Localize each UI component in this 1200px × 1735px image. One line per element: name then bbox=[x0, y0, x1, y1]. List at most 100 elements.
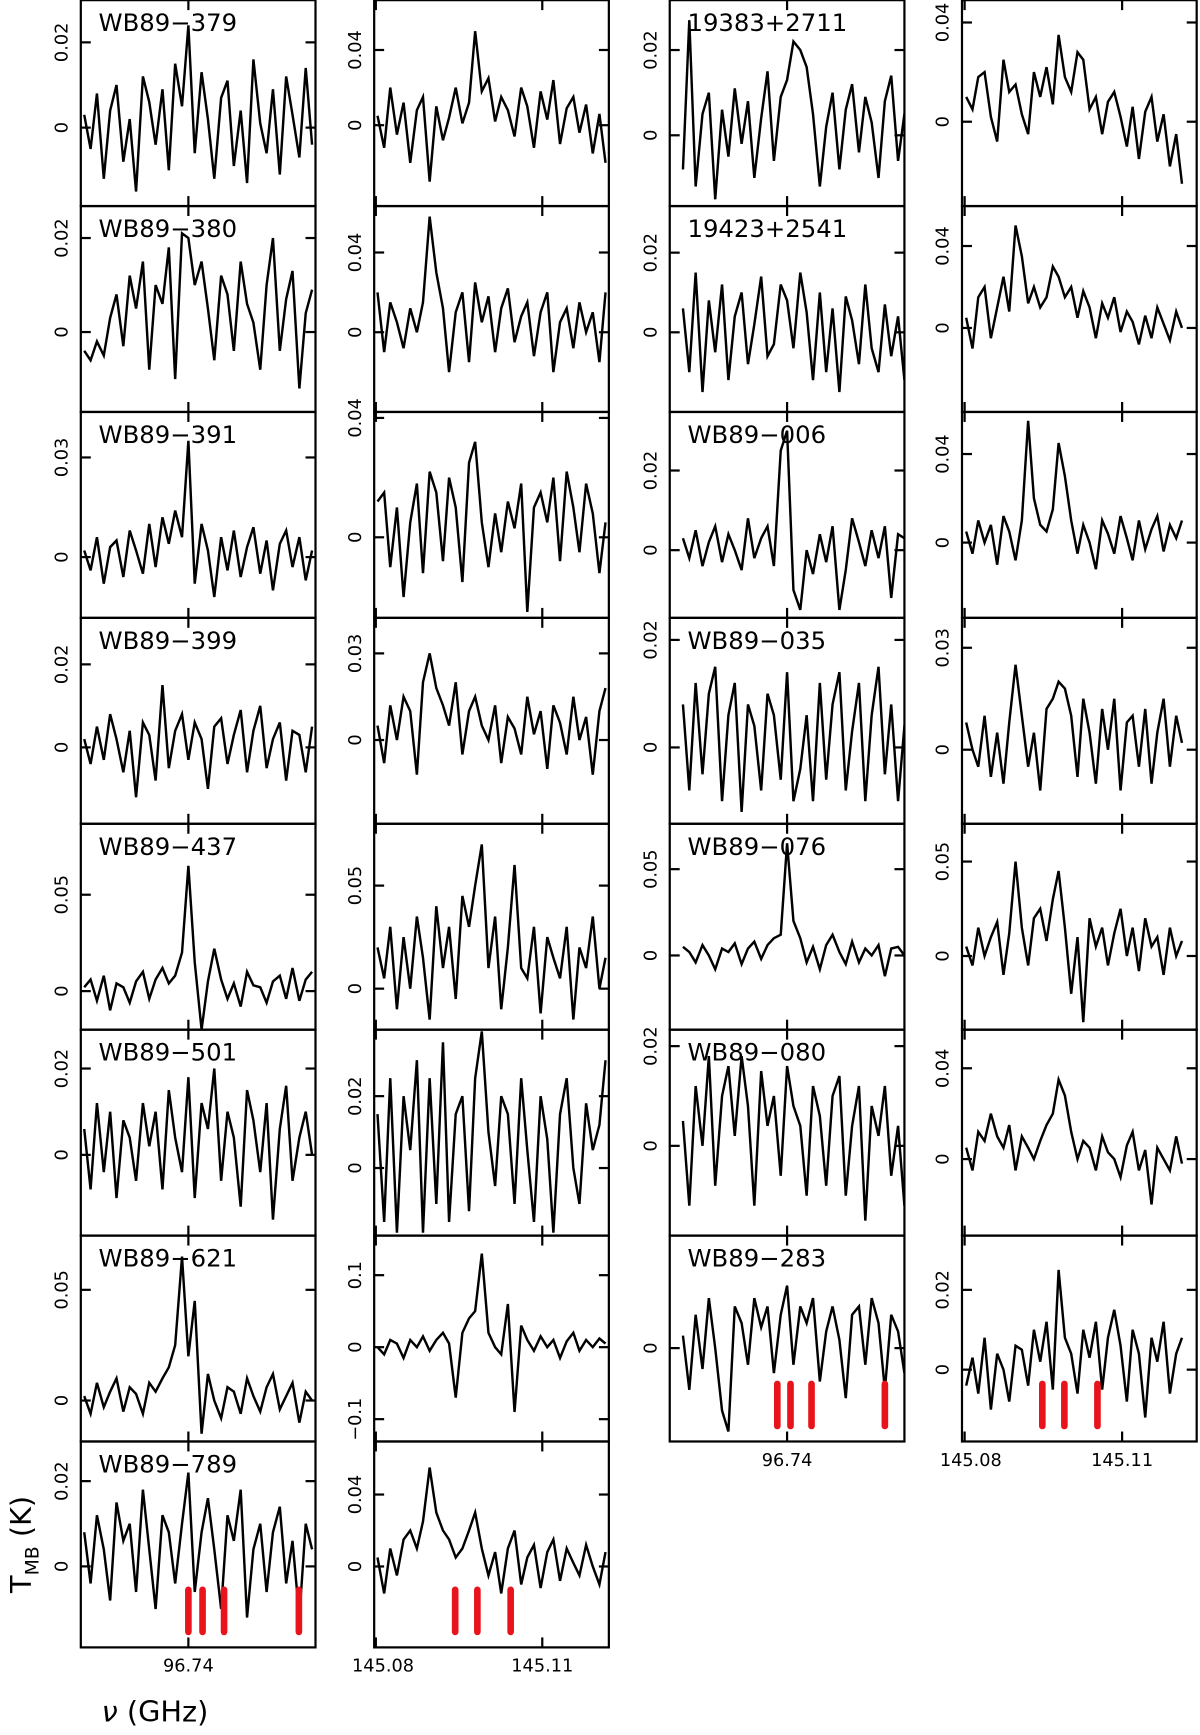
panel-title: WB89−035 bbox=[687, 626, 826, 655]
panel-frame bbox=[79, 1440, 317, 1649]
panel-title: WB89−283 bbox=[687, 1244, 826, 1273]
spectrum-line bbox=[376, 653, 607, 775]
spectrum-line bbox=[376, 1467, 607, 1594]
y-tick-label: 0 bbox=[641, 742, 661, 753]
y-tick-label: 0 bbox=[346, 327, 366, 338]
spectrum-line bbox=[83, 25, 314, 192]
y-tick-label: 0 bbox=[934, 537, 954, 548]
panel-frame bbox=[373, 822, 610, 1031]
x-label-symbol: ν bbox=[102, 1695, 118, 1729]
panel-title: 19423+2541 bbox=[687, 214, 847, 243]
y-tick-label: 0.02 bbox=[53, 645, 73, 684]
y-tick-label: 0 bbox=[641, 1342, 661, 1353]
y-tick-label: 0.03 bbox=[53, 438, 73, 477]
y-tick-label: 0 bbox=[934, 1364, 954, 1375]
y-tick-label: 0.04 bbox=[934, 434, 954, 473]
spectrum-line bbox=[965, 34, 1184, 184]
spectrum-line bbox=[964, 225, 1184, 349]
y-tick-label: 0 bbox=[934, 116, 954, 127]
y-tick-label: 0.04 bbox=[934, 226, 954, 265]
y-tick-label: 0.02 bbox=[641, 1026, 661, 1065]
spectrum-line bbox=[376, 216, 607, 373]
spectrum-line bbox=[681, 1055, 905, 1221]
x-label-unit: (GHz) bbox=[118, 1695, 209, 1729]
spectrum-line bbox=[376, 31, 607, 182]
x-tick-label: 145.08 bbox=[940, 1451, 1002, 1471]
spectrum-line bbox=[83, 865, 314, 1030]
x-axis-label: ν (GHz) bbox=[102, 1695, 209, 1729]
panel-title: WB89−076 bbox=[687, 832, 826, 861]
panel-title: 19383+2711 bbox=[687, 8, 847, 37]
spectrum-line bbox=[83, 685, 314, 798]
y-tick-label: 0.04 bbox=[934, 1049, 954, 1088]
panel-title: WB89−399 bbox=[99, 626, 238, 655]
panel-title: WB89−080 bbox=[687, 1038, 826, 1067]
y-tick-label: 0 bbox=[53, 985, 73, 996]
y-tick-label: 0 bbox=[346, 1162, 366, 1173]
spectrum-line bbox=[83, 1472, 314, 1618]
y-tick-label: 0.02 bbox=[641, 451, 661, 490]
y-tick-label: 0 bbox=[53, 1395, 73, 1406]
panel-frame bbox=[960, 0, 1198, 208]
spectrum-line bbox=[376, 441, 607, 612]
y-tick-label: 0.05 bbox=[53, 875, 73, 914]
spectrum-line bbox=[681, 430, 905, 611]
y-tick-label: 0.04 bbox=[346, 30, 366, 69]
y-tick-label: 0.02 bbox=[53, 218, 73, 257]
y-tick-label: 0.02 bbox=[53, 1049, 73, 1088]
x-tick-label: 145.08 bbox=[352, 1657, 414, 1677]
y-tick-label: 0 bbox=[641, 1140, 661, 1151]
spectrum-line bbox=[376, 844, 607, 1020]
x-tick-label: 96.74 bbox=[762, 1451, 813, 1471]
spectrum-line bbox=[83, 1256, 314, 1434]
spectrum-line bbox=[965, 1075, 1184, 1205]
panel-title: WB89−437 bbox=[99, 832, 238, 861]
y-tick-label: 0.04 bbox=[346, 233, 366, 272]
y-tick-label: 0 bbox=[53, 326, 73, 337]
spectrum-line bbox=[965, 1269, 1184, 1418]
y-tick-label: 0 bbox=[641, 130, 661, 141]
spectrum-line bbox=[965, 420, 1184, 570]
y-tick-label: 0 bbox=[53, 742, 73, 753]
spectrum-line bbox=[965, 664, 1184, 791]
y-tick-label: 0 bbox=[934, 950, 954, 961]
y-axis-label: TMB (K) bbox=[4, 1496, 44, 1594]
y-tick-label: 0 bbox=[346, 983, 366, 994]
y-tick-label: 0 bbox=[53, 122, 73, 133]
y-tick-label: 0.02 bbox=[641, 30, 661, 69]
y-tick-label: 0.1 bbox=[346, 1261, 366, 1289]
y-tick-label: 0 bbox=[641, 950, 661, 961]
y-tick-label: 0 bbox=[641, 327, 661, 338]
y-tick-label: 0.02 bbox=[53, 23, 73, 62]
y-tick-label: 0.05 bbox=[346, 866, 366, 905]
y-tick-label: 0.04 bbox=[346, 398, 366, 437]
spectrum-line bbox=[681, 1285, 905, 1432]
panel-title: WB89−501 bbox=[99, 1038, 238, 1067]
y-tick-label: 0 bbox=[641, 545, 661, 556]
y-tick-label: 0 bbox=[346, 120, 366, 131]
y-tick-label: 0.02 bbox=[53, 1461, 73, 1500]
panel-title: WB89−391 bbox=[99, 420, 238, 449]
spectrum-line bbox=[83, 230, 314, 389]
y-tick-label: 0.02 bbox=[641, 233, 661, 272]
y-tick-label: 0.04 bbox=[934, 3, 954, 42]
panel-frame bbox=[960, 1234, 1198, 1443]
spectrum-line bbox=[681, 20, 905, 200]
y-label-unit: (K) bbox=[4, 1496, 38, 1546]
y-tick-label: 0 bbox=[346, 532, 366, 543]
y-tick-label: 0.02 bbox=[346, 1076, 366, 1115]
panel-frame bbox=[373, 1028, 610, 1237]
panel-frame bbox=[960, 410, 1198, 619]
spectrum-line bbox=[83, 440, 314, 598]
y-tick-label: 0 bbox=[934, 322, 954, 333]
y-tick-label: 0.02 bbox=[934, 1270, 954, 1309]
panel-frame bbox=[960, 616, 1198, 825]
panel-title: WB89−379 bbox=[99, 8, 238, 37]
spectrum-line bbox=[376, 1031, 607, 1233]
spectrum-line bbox=[681, 272, 905, 393]
x-tick-label: 145.11 bbox=[1091, 1451, 1153, 1471]
y-tick-label: 0.03 bbox=[934, 628, 954, 667]
spectrum-line bbox=[681, 666, 905, 813]
